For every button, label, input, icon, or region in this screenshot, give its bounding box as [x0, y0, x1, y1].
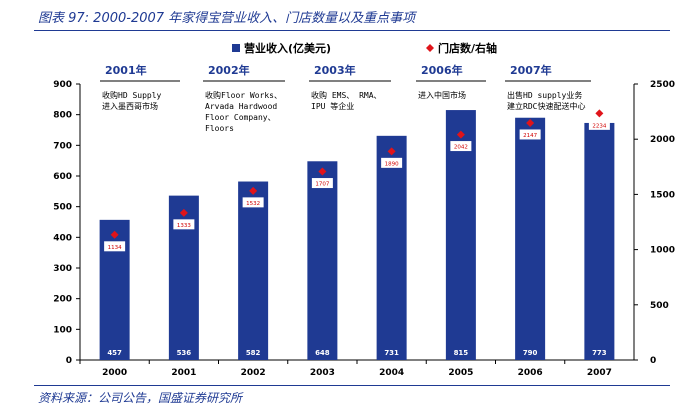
- revenue-bar: [584, 122, 615, 361]
- store-count-label-bg: [519, 129, 541, 140]
- y-right-tick-label: 1500: [650, 190, 675, 200]
- event-note-line: 收购HD Supply: [102, 90, 162, 100]
- revenue-bar: [445, 110, 476, 360]
- store-count-label: 2042: [454, 145, 468, 151]
- store-count-label: 2147: [523, 133, 537, 139]
- y-left-tick-label: 800: [53, 111, 72, 121]
- store-count-label-bg: [242, 197, 264, 208]
- figure-title: 图表 97: 2000-2007 年家得宝营业收入、门店数量以及重点事项: [38, 11, 416, 26]
- legend-marker-swatch: [426, 44, 434, 52]
- legend-marker-label: 门店数/右轴: [438, 41, 497, 55]
- event-year-label: 2003年: [314, 63, 356, 77]
- top-rule: [34, 30, 670, 31]
- y-left-tick-label: 400: [53, 233, 72, 243]
- y-right-tick-label: 1000: [650, 246, 675, 256]
- store-count-label-bg: [104, 241, 126, 252]
- y-right-tick-label: 2000: [650, 135, 675, 145]
- y-right-tick-label: 500: [650, 301, 669, 311]
- y-right-tick-label: 0: [650, 356, 656, 366]
- event-note-line: Floors: [205, 124, 234, 133]
- revenue-bar: [99, 219, 130, 360]
- store-count-label: 1707: [315, 182, 329, 188]
- store-count-label: 1134: [108, 245, 122, 251]
- y-right-tick-label: 2500: [650, 80, 675, 90]
- x-tick-label: 2006: [518, 368, 543, 378]
- event-year-label: 2006年: [421, 63, 463, 77]
- revenue-bar-label: 815: [454, 349, 469, 357]
- store-count-marker: [249, 186, 258, 195]
- y-left-tick-label: 700: [53, 141, 72, 151]
- event-year-label: 2002年: [208, 63, 250, 77]
- store-count-label-bg: [173, 219, 195, 230]
- revenue-bar-label: 582: [246, 349, 261, 357]
- store-count-label: 1333: [177, 223, 191, 229]
- revenue-bar-label: 536: [177, 349, 192, 357]
- x-tick-label: 2003: [310, 368, 335, 378]
- event-note-line: 进入中国市场: [418, 90, 466, 100]
- y-left-tick-label: 300: [53, 264, 72, 274]
- legend-bar-swatch: [232, 44, 240, 52]
- revenue-bar: [238, 181, 269, 360]
- revenue-bar-label: 648: [315, 349, 330, 357]
- store-count-label-bg: [588, 119, 610, 130]
- event-note-line: IPU 等企业: [311, 101, 354, 111]
- event-note-line: 收购 EMS、 RMA、: [311, 90, 382, 100]
- store-count-marker: [456, 130, 465, 139]
- revenue-bar: [376, 135, 407, 360]
- x-tick-label: 2005: [448, 368, 473, 378]
- x-tick-label: 2000: [102, 368, 127, 378]
- revenue-bar-label: 457: [107, 349, 122, 357]
- revenue-bar-label: 790: [523, 349, 538, 357]
- event-note-line: 收购Floor Works、: [205, 90, 282, 100]
- revenue-bar-label: 731: [384, 349, 399, 357]
- revenue-bar-label: 773: [592, 349, 607, 357]
- store-count-label: 1890: [385, 161, 399, 167]
- store-count-marker: [387, 147, 396, 156]
- event-note-line: 出售HD supply业务: [507, 90, 582, 100]
- source-note: 资料来源：公司公告，国盛证券研究所: [38, 391, 243, 405]
- store-count-label-bg: [311, 178, 333, 189]
- store-count-label-bg: [381, 157, 403, 168]
- store-count-marker: [595, 109, 604, 118]
- event-note-line: 建立RDC快速配送中心: [507, 101, 585, 111]
- event-note-line: Floor Company、: [205, 113, 276, 122]
- store-count-marker: [110, 230, 119, 239]
- x-tick-label: 2002: [241, 368, 266, 378]
- event-year-label: 2001年: [105, 63, 147, 77]
- event-year-label: 2007年: [510, 63, 552, 77]
- store-count-marker: [179, 208, 188, 217]
- y-left-tick-label: 100: [53, 325, 72, 335]
- y-left-tick-label: 200: [53, 295, 72, 305]
- revenue-bar: [515, 117, 546, 360]
- event-note-line: 进入墨西哥市场: [102, 101, 158, 111]
- y-left-tick-label: 600: [53, 172, 72, 182]
- store-count-marker: [318, 167, 327, 176]
- x-tick-label: 2004: [379, 368, 404, 378]
- x-tick-label: 2007: [587, 368, 612, 378]
- event-note-line: Arvada Hardwood: [205, 102, 277, 111]
- y-left-tick-label: 900: [53, 80, 72, 90]
- revenue-bar: [307, 161, 338, 360]
- store-count-label: 1532: [246, 201, 260, 207]
- store-count-label-bg: [450, 141, 472, 152]
- y-left-tick-label: 500: [53, 203, 72, 213]
- y-left-tick-label: 0: [66, 356, 72, 366]
- legend-bar-label: 营业收入(亿美元): [244, 41, 331, 55]
- x-tick-label: 2001: [171, 368, 196, 378]
- store-count-marker: [526, 118, 535, 127]
- store-count-label: 2234: [592, 123, 606, 129]
- bottom-rule: [34, 385, 670, 386]
